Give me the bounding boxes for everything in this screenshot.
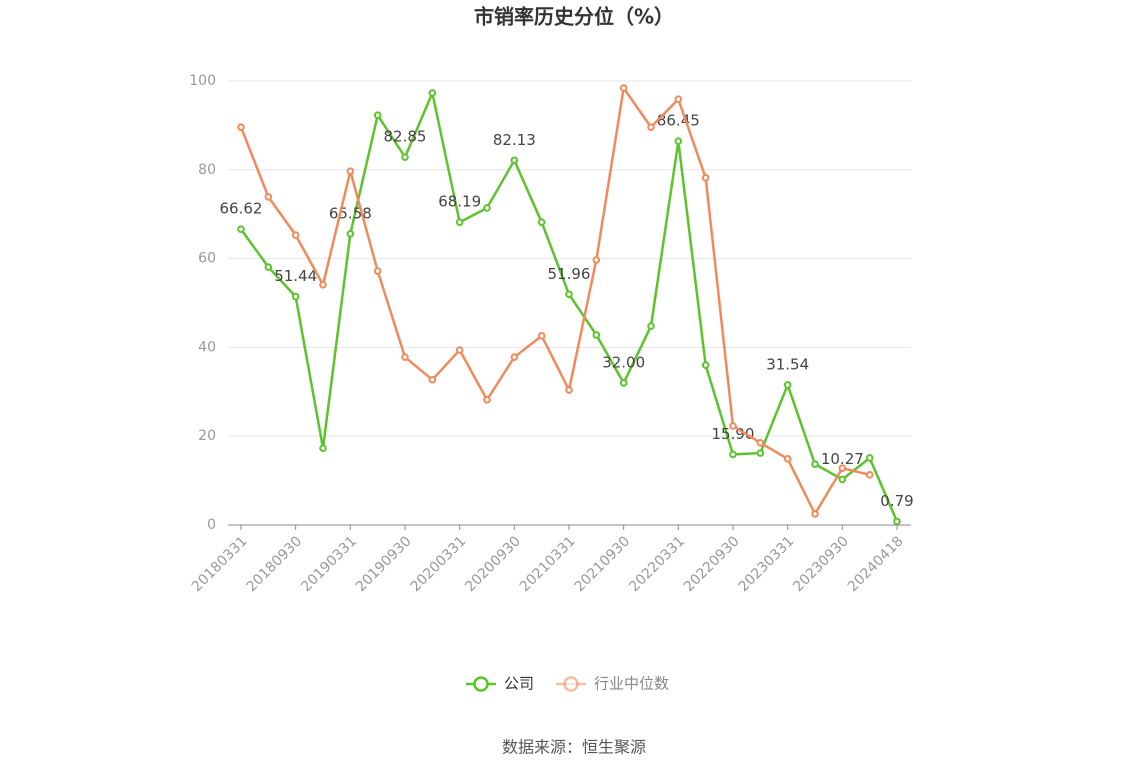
legend-marker: [563, 676, 579, 692]
y-tick-label: 0: [207, 517, 216, 533]
y-tick-label: 40: [198, 339, 216, 355]
point: [783, 381, 792, 389]
point: [319, 444, 327, 452]
data-label: 82.13: [493, 131, 536, 149]
point: [756, 439, 765, 447]
legend-label: 行业中位数: [594, 675, 669, 693]
point: [237, 225, 245, 234]
data-label: 51.96: [548, 265, 591, 283]
data-label: 10.27: [821, 450, 864, 468]
point: [811, 460, 819, 468]
point: [674, 95, 683, 104]
x-tick-label: 20200331: [408, 533, 470, 595]
point: [401, 153, 409, 161]
point: [865, 471, 874, 479]
series-line: [239, 88, 899, 522]
point: [428, 376, 437, 384]
point: [291, 292, 300, 301]
data-label: 66.62: [220, 200, 263, 218]
legend-label: 公司: [504, 675, 534, 693]
y-tick-label: 60: [198, 251, 216, 267]
point: [838, 475, 847, 484]
point: [647, 322, 655, 330]
x-tick-label: 20210930: [572, 533, 634, 595]
point: [783, 455, 792, 463]
chart-title: 市销率历史分位（%）: [474, 5, 674, 29]
point: [291, 231, 300, 239]
data-label: 86.45: [657, 112, 700, 130]
data-label: 0.79: [880, 492, 913, 510]
point: [756, 449, 765, 457]
point: [674, 137, 683, 145]
x-tick-label: 20220930: [681, 533, 743, 595]
source: 数据来源：恒生聚源: [502, 738, 646, 757]
series-line: [239, 84, 870, 517]
legend-marker: [473, 676, 489, 692]
point: [838, 464, 847, 472]
data-label: 68.19: [438, 193, 481, 211]
point: [647, 123, 655, 131]
point: [893, 517, 901, 526]
point: [565, 386, 573, 394]
point: [592, 256, 601, 264]
data-label: 82.85: [384, 128, 427, 146]
point: [483, 204, 491, 212]
point: [510, 156, 519, 165]
point: [619, 84, 628, 92]
x-tick-label: 20230331: [736, 533, 798, 595]
y-tick-label: 20: [198, 428, 216, 444]
point: [237, 123, 245, 131]
x-tick-label: 20200930: [462, 533, 524, 595]
data-label: 65.58: [329, 204, 372, 222]
point: [428, 89, 437, 97]
data-label: 32.00: [602, 353, 645, 371]
point: [592, 331, 601, 339]
point: [619, 379, 628, 387]
point: [264, 263, 273, 271]
point: [373, 267, 382, 275]
point: [701, 361, 710, 369]
point: [701, 173, 710, 182]
point: [537, 332, 546, 340]
x-tick-label: 20180331: [189, 533, 251, 595]
point: [483, 395, 491, 404]
point: [401, 353, 409, 361]
point: [811, 510, 819, 518]
point: [264, 193, 273, 201]
x-tick-label: 20230930: [790, 533, 852, 595]
y-tick-label: 80: [198, 162, 216, 178]
point: [729, 450, 737, 459]
point: [455, 218, 464, 227]
point: [346, 167, 355, 175]
point: [346, 230, 355, 238]
legend-item[interactable]: 公司: [466, 675, 534, 693]
x-tick-label: 20190331: [298, 533, 360, 595]
x-tick-label: 20210331: [517, 533, 579, 595]
point: [729, 422, 737, 430]
data-label: 15.90: [712, 425, 755, 443]
legend-item[interactable]: 行业中位数: [556, 675, 669, 693]
x-tick-label: 20180930: [244, 533, 306, 595]
point: [319, 280, 327, 289]
y-tick-label: 100: [189, 73, 216, 89]
point: [537, 218, 546, 226]
data-label: 51.44: [274, 267, 317, 285]
x-tick-label: 20220331: [626, 533, 688, 595]
point: [510, 353, 519, 361]
point: [373, 111, 382, 119]
x-tick-label: 20240418: [845, 533, 907, 595]
point: [865, 454, 874, 462]
x-tick-label: 20190930: [353, 533, 415, 595]
point: [565, 290, 573, 299]
point: [455, 346, 464, 354]
data-label: 31.54: [766, 355, 809, 373]
